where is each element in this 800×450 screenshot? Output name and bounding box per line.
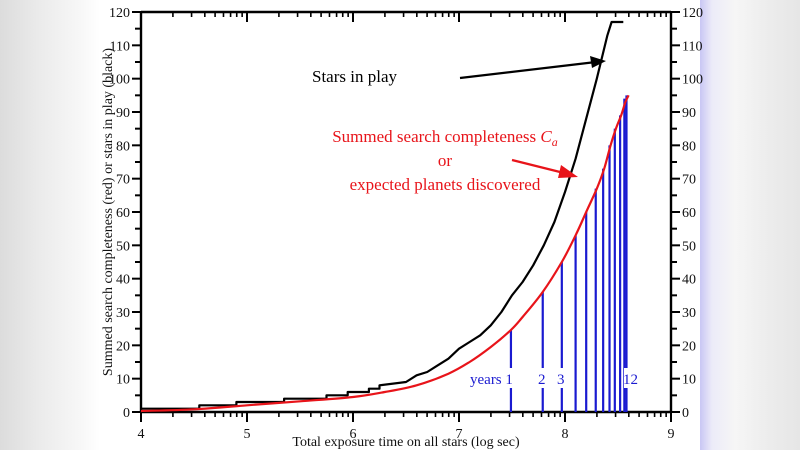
y-tick-label: 60 [116, 206, 130, 221]
year-label-3: 3 [557, 372, 565, 388]
y-tick-label: 80 [116, 139, 130, 154]
chart-background [100, 0, 700, 450]
x-axis-label: Total exposure time on all stars (log se… [292, 435, 520, 450]
year-label-12: 12 [623, 372, 638, 388]
y-tick-label-right: 100 [682, 73, 703, 88]
y-tick-label: 50 [116, 239, 130, 254]
y-tick-label-right: 30 [682, 306, 696, 321]
completeness-annotation: Summed search completeness Ca or expecte… [332, 127, 578, 194]
stars-in-play-arrow [459, 60, 597, 80]
stars-in-play-label: Stars in play [312, 67, 397, 86]
background-left-gradient [0, 0, 100, 450]
y-tick-label: 100 [109, 73, 130, 88]
x-tick-label: 5 [244, 427, 251, 442]
y-tick-label-right: 60 [682, 206, 696, 221]
y-tick-label: 90 [116, 106, 130, 121]
completeness-subscript: a [552, 135, 558, 149]
year-label-bg [536, 368, 550, 388]
y-tick-label-right: 120 [682, 6, 703, 21]
year-label-bg [555, 368, 569, 388]
stars-in-play-line [141, 20, 624, 410]
y-tick-label: 40 [116, 273, 130, 288]
completeness-arrow [511, 158, 561, 174]
y-tick-label-right: 20 [682, 339, 696, 354]
y-tick-label: 120 [109, 6, 130, 21]
y-tick-label: 110 [110, 39, 130, 54]
y-tick-label: 0 [123, 406, 130, 421]
stars-in-play-annotation: Stars in play [312, 56, 606, 86]
data-series [140, 20, 630, 413]
year-label-2: 2 [538, 372, 546, 388]
y-tick-label: 10 [116, 373, 130, 388]
year-marker-lines [509, 95, 628, 412]
y-tick-label-right: 70 [682, 173, 696, 188]
y-tick-label-right: 40 [682, 273, 696, 288]
x-tick-label: 4 [138, 427, 145, 442]
completeness-text: Summed search completeness [332, 127, 540, 146]
y-tick-label: 70 [116, 173, 130, 188]
background-right-gradient [700, 0, 800, 450]
year-label-1: years 1 [470, 372, 513, 388]
y-tick-label-right: 0 [682, 406, 689, 421]
y-axis-label: Summed search completeness (red) or star… [101, 48, 116, 376]
completeness-label-line3: expected planets discovered [350, 175, 541, 194]
y-tick-label-right: 80 [682, 139, 696, 154]
x-tick-label: 6 [350, 427, 357, 442]
year-labels: years 1 2 3 12 [468, 368, 644, 388]
y-tick-label-right: 10 [682, 373, 696, 388]
arrow-head-icon [590, 56, 606, 68]
y-tick-label: 30 [116, 306, 130, 321]
y-tick-label: 20 [116, 339, 130, 354]
x-tick-label: 7 [456, 427, 463, 442]
completeness-symbol: C [540, 127, 552, 146]
completeness-line [140, 94, 630, 413]
year-label-bg [624, 368, 644, 388]
x-tick-label: 8 [562, 427, 569, 442]
completeness-label-line2: or [438, 151, 453, 170]
year-label-bg [468, 368, 516, 388]
x-tick-label: 9 [668, 427, 675, 442]
y-tick-label-right: 50 [682, 239, 696, 254]
arrow-head-icon [558, 165, 578, 178]
completeness-label-line1: Summed search completeness Ca [332, 127, 558, 149]
y-tick-label-right: 90 [682, 106, 696, 121]
y-tick-label-right: 110 [682, 39, 702, 54]
